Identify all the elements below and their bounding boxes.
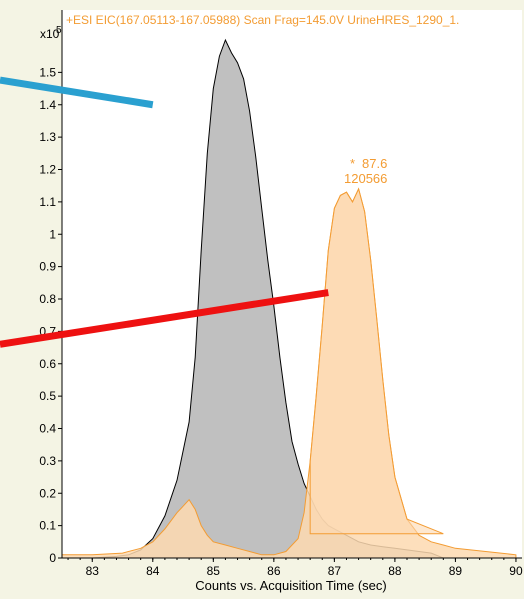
annotation-height: 120566 bbox=[344, 171, 387, 186]
x-axis-label: Counts vs. Acquisition Time (sec) bbox=[195, 578, 386, 593]
annotation-rt: 87.6 bbox=[362, 156, 387, 171]
y-tick-label: 0.8 bbox=[39, 292, 56, 306]
y-tick-label: 1.2 bbox=[39, 163, 56, 177]
chart-title: +ESI EIC(167.05113-167.05988) Scan Frag=… bbox=[66, 13, 459, 27]
x-tick-label: 84 bbox=[146, 564, 160, 578]
y-tick-label: 0.6 bbox=[39, 357, 56, 371]
y-tick-label: 1 bbox=[49, 227, 56, 241]
integration-region bbox=[309, 187, 444, 535]
annotation-marker: * bbox=[350, 156, 355, 171]
series-areas bbox=[61, 38, 517, 559]
x-tick-label: 83 bbox=[86, 564, 100, 578]
y-tick-label: 0.3 bbox=[39, 454, 56, 468]
y-tick-label: 0.9 bbox=[39, 260, 56, 274]
y-tick-label: 1.3 bbox=[39, 130, 56, 144]
y-tick-label: 0.2 bbox=[39, 486, 56, 500]
y-tick-label: 0.1 bbox=[39, 519, 56, 533]
overlay-line-red bbox=[0, 289, 329, 348]
x-tick-label: 88 bbox=[388, 564, 402, 578]
overlay-lines bbox=[0, 76, 329, 348]
y-multiplier: x10 bbox=[40, 27, 60, 41]
x-tick-label: 85 bbox=[207, 564, 221, 578]
y-multiplier-exponent: 5 bbox=[56, 25, 62, 36]
y-tick-label: 1.1 bbox=[39, 195, 56, 209]
axis-ticks: 00.10.20.30.40.50.60.70.80.911.11.21.31.… bbox=[39, 10, 523, 578]
y-tick-label: 0.4 bbox=[39, 422, 56, 436]
x-tick-label: 89 bbox=[449, 564, 463, 578]
y-tick-label: 1.4 bbox=[39, 98, 56, 112]
y-tick-label: 1.5 bbox=[39, 65, 56, 79]
y-tick-label: 0 bbox=[49, 551, 56, 565]
overlay-line-blue bbox=[0, 76, 154, 109]
x-tick-label: 90 bbox=[509, 564, 523, 578]
x-tick-label: 87 bbox=[328, 564, 342, 578]
x-tick-label: 86 bbox=[267, 564, 281, 578]
y-tick-label: 0.5 bbox=[39, 389, 56, 403]
